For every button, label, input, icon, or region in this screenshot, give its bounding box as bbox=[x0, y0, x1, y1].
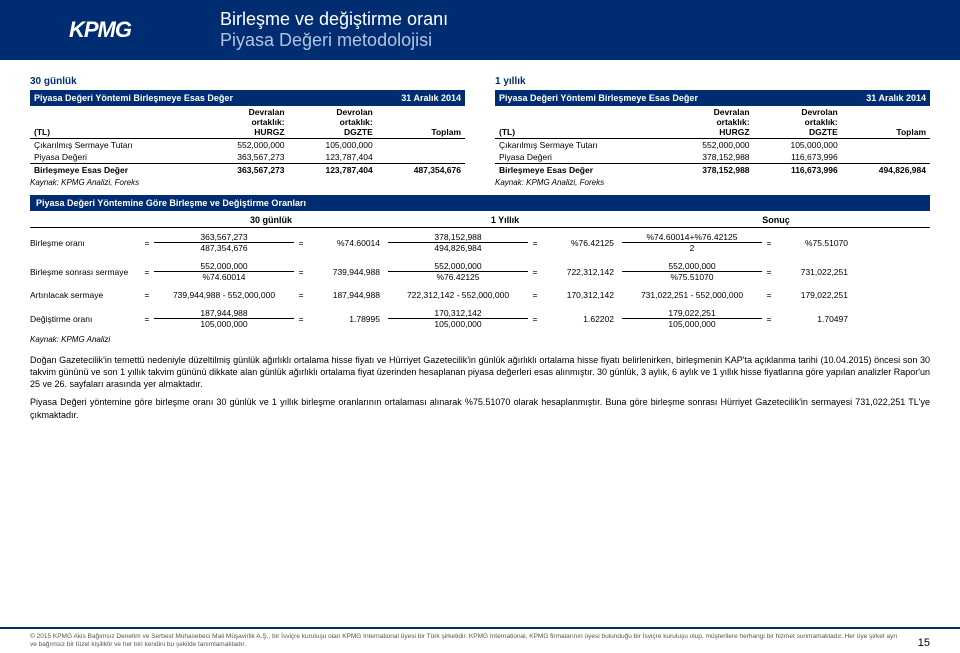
eq-sign: = bbox=[528, 238, 542, 248]
ratio-label: Birleşme sonrası sermaye bbox=[30, 267, 140, 277]
table-row: Çıkarılmış Sermaye Tutarı 552,000,000 10… bbox=[495, 139, 930, 152]
ratio-row-birlesme-orani: Birleşme oranı = 363,567,273487,354,676 … bbox=[30, 228, 930, 257]
ratio-value: %74.60014 bbox=[308, 238, 388, 248]
eq-sign: = bbox=[762, 267, 776, 277]
eq-sign: = bbox=[294, 290, 308, 300]
fraction: %74.60014+%76.421252 bbox=[622, 232, 762, 253]
ratio-value: %76.42125 bbox=[542, 238, 622, 248]
table-row: Piyasa Değeri 363,567,273 123,787,404 bbox=[30, 151, 465, 164]
ratios-header: 30 günlük 1 Yıllık Sonuç bbox=[30, 213, 930, 228]
col-tl: (TL) bbox=[495, 106, 665, 139]
ratios-source: Kaynak: KPMG Analizi bbox=[30, 335, 930, 344]
ratio-value: 179,022,251 bbox=[776, 290, 856, 300]
table-row-total: Birleşmeye Esas Değer 378,152,988 116,67… bbox=[495, 164, 930, 177]
ratio-row-artirilacak: Artırılacak sermaye = 739,944,988 - 552,… bbox=[30, 286, 930, 304]
eq-sign: = bbox=[140, 267, 154, 277]
ratios-h2: 1 Yıllık bbox=[388, 213, 622, 227]
table-left: (TL) Devralanortaklık:HURGZ Devrolanorta… bbox=[30, 106, 465, 176]
bar-right-text: 31 Aralık 2014 bbox=[866, 93, 926, 103]
period-label-right: 1 yıllık bbox=[495, 76, 930, 87]
table-row-total: Birleşmeye Esas Değer 363,567,273 123,78… bbox=[30, 164, 465, 177]
fraction: 378,152,988494,826,984 bbox=[388, 232, 528, 253]
page-footer: © 2015 KPMG Akis Bağımsız Denetim ve Ser… bbox=[0, 627, 960, 653]
fraction: 187,944,988105,000,000 bbox=[154, 308, 294, 329]
table-30-gunluk: 30 günlük Piyasa Değeri Yöntemi Birleşme… bbox=[30, 76, 465, 187]
expression: 731,022,251 - 552,000,000 bbox=[622, 290, 762, 300]
ratio-row-degistirme: Değiştirme oranı = 187,944,988105,000,00… bbox=[30, 304, 930, 333]
ratio-value: 170,312,142 bbox=[542, 290, 622, 300]
paragraph: Doğan Gazetecilik'in temettü nedeniyle d… bbox=[30, 354, 930, 390]
ratio-label: Artırılacak sermaye bbox=[30, 290, 140, 300]
bar-right-text: 31 Aralık 2014 bbox=[401, 93, 461, 103]
eq-sign: = bbox=[140, 238, 154, 248]
source-right: Kaynak: KPMG Analizi, Foreks bbox=[495, 178, 930, 187]
eq-sign: = bbox=[762, 238, 776, 248]
table-row: Piyasa Değeri 378,152,988 116,673,996 bbox=[495, 151, 930, 164]
table-right-bar: Piyasa Değeri Yöntemi Birleşmeye Esas De… bbox=[495, 90, 930, 106]
page-title: Birleşme ve değiştirme oranı bbox=[220, 9, 448, 30]
ratio-value: 187,944,988 bbox=[308, 290, 388, 300]
col-toplam: Toplam bbox=[842, 106, 930, 139]
fraction: 552,000,000%76.42125 bbox=[388, 261, 528, 282]
bar-left-text: Piyasa Değeri Yöntemi Birleşmeye Esas De… bbox=[34, 93, 401, 103]
ratio-value: 1.70497 bbox=[776, 314, 856, 324]
col-tl: (TL) bbox=[30, 106, 200, 139]
fraction: 552,000,000%75.51070 bbox=[622, 261, 762, 282]
body-text: Doğan Gazetecilik'in temettü nedeniyle d… bbox=[30, 354, 930, 421]
title-block: Birleşme ve değiştirme oranı Piyasa Değe… bbox=[200, 9, 448, 51]
ratio-value: 739,944,988 bbox=[308, 267, 388, 277]
page-header: KPMG Birleşme ve değiştirme oranı Piyasa… bbox=[0, 0, 960, 60]
eq-sign: = bbox=[528, 267, 542, 277]
ratio-value: 731,022,251 bbox=[776, 267, 856, 277]
page-subtitle: Piyasa Değeri metodolojisi bbox=[220, 30, 448, 51]
expression: 739,944,988 - 552,000,000 bbox=[154, 290, 294, 300]
eq-sign: = bbox=[528, 314, 542, 324]
ratio-label: Birleşme oranı bbox=[30, 238, 140, 248]
paragraph: Piyasa Değeri yöntemine göre birleşme or… bbox=[30, 396, 930, 420]
ratios-bar: Piyasa Değeri Yöntemine Göre Birleşme ve… bbox=[30, 195, 930, 211]
table-row: Çıkarılmış Sermaye Tutarı 552,000,000 10… bbox=[30, 139, 465, 152]
source-left: Kaynak: KPMG Analizi, Foreks bbox=[30, 178, 465, 187]
ratio-value: 1.62202 bbox=[542, 314, 622, 324]
eq-sign: = bbox=[294, 238, 308, 248]
fraction: 363,567,273487,354,676 bbox=[154, 232, 294, 253]
eq-sign: = bbox=[140, 290, 154, 300]
content-area: 30 günlük Piyasa Değeri Yöntemi Birleşme… bbox=[0, 60, 960, 421]
col-dgzte: Devrolanortaklık:DGZTE bbox=[754, 106, 842, 139]
col-dgzte: Devrolanortaklık:DGZTE bbox=[289, 106, 377, 139]
logo-block: KPMG bbox=[0, 0, 200, 60]
eq-sign: = bbox=[294, 314, 308, 324]
eq-sign: = bbox=[528, 290, 542, 300]
eq-sign: = bbox=[294, 267, 308, 277]
kpmg-logo: KPMG bbox=[69, 17, 131, 43]
ratio-value: %75.51070 bbox=[776, 238, 856, 248]
eq-sign: = bbox=[140, 314, 154, 324]
ratios-h1: 30 günlük bbox=[154, 213, 388, 227]
page-number: 15 bbox=[898, 637, 930, 649]
col-toplam: Toplam bbox=[377, 106, 465, 139]
fraction: 179,022,251105,000,000 bbox=[622, 308, 762, 329]
eq-sign: = bbox=[762, 314, 776, 324]
ratio-row-birlesme-sonrasi: Birleşme sonrası sermaye = 552,000,000%7… bbox=[30, 257, 930, 286]
eq-sign: = bbox=[762, 290, 776, 300]
fraction: 552,000,000%74.60014 bbox=[154, 261, 294, 282]
ratio-value: 1.78995 bbox=[308, 314, 388, 324]
period-label-left: 30 günlük bbox=[30, 76, 465, 87]
top-tables: 30 günlük Piyasa Değeri Yöntemi Birleşme… bbox=[30, 76, 930, 187]
col-hurgz: Devralanortaklık:HURGZ bbox=[665, 106, 753, 139]
expression: 722,312,142 - 552,000,000 bbox=[388, 290, 528, 300]
table-1-yillik: 1 yıllık Piyasa Değeri Yöntemi Birleşmey… bbox=[495, 76, 930, 187]
table-left-bar: Piyasa Değeri Yöntemi Birleşmeye Esas De… bbox=[30, 90, 465, 106]
table-right: (TL) Devralanortaklık:HURGZ Devrolanorta… bbox=[495, 106, 930, 176]
ratio-value: 722,312,142 bbox=[542, 267, 622, 277]
ratio-label: Değiştirme oranı bbox=[30, 314, 140, 324]
fraction: 170,312,142105,000,000 bbox=[388, 308, 528, 329]
footer-text: © 2015 KPMG Akis Bağımsız Denetim ve Ser… bbox=[30, 633, 898, 649]
col-hurgz: Devralanortaklık:HURGZ bbox=[200, 106, 288, 139]
bar-left-text: Piyasa Değeri Yöntemi Birleşmeye Esas De… bbox=[499, 93, 866, 103]
ratios-h3: Sonuç bbox=[622, 213, 930, 227]
